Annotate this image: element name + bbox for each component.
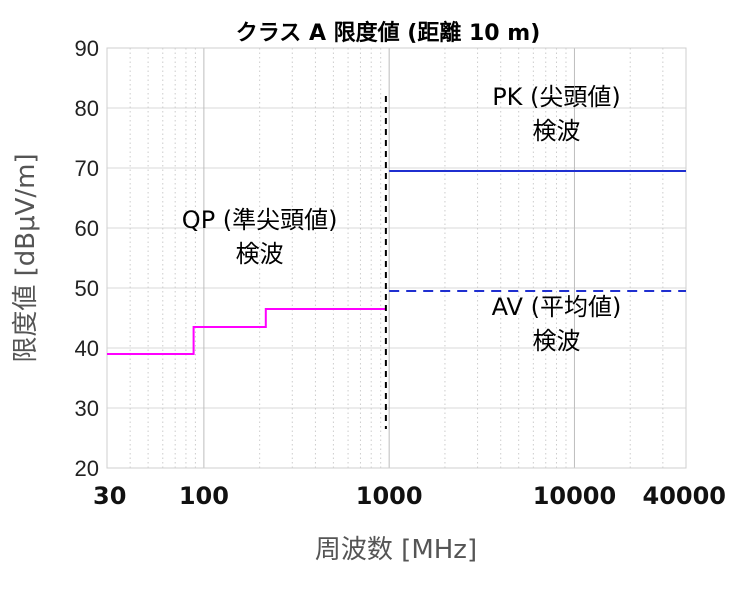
annotation-qp: QP (準尖頭値) <box>182 206 338 234</box>
annotation-qp: 検波 <box>236 240 284 268</box>
annotation-pk: PK (尖頭値) <box>492 83 621 111</box>
series-group <box>107 96 686 429</box>
y-tick-label: 70 <box>75 156 99 181</box>
annotation-av: AV (平均値) <box>492 293 622 321</box>
annotation-av: 検波 <box>532 327 580 355</box>
y-tick-label: 60 <box>75 216 99 241</box>
y-tick-labels: 20 30 40 50 60 70 80 90 <box>75 36 99 481</box>
chart-title: クラス A 限度値 (距離 10 m) <box>236 20 541 46</box>
y-tick-label: 80 <box>75 96 99 121</box>
x-axis-label: 周波数 [MHz] <box>315 535 477 565</box>
annotation-pk: 検波 <box>532 117 580 145</box>
y-tick-label: 50 <box>75 276 99 301</box>
x-tick-labels: 30 100 1000 10000 40000 <box>93 482 726 510</box>
plot-area-border <box>106 47 687 469</box>
y-tick-label: 90 <box>75 36 99 61</box>
y-tick-label: 40 <box>75 336 99 361</box>
series-line-qp <box>107 308 386 355</box>
x-tick-label: 30 <box>93 482 126 510</box>
x-tick-label: 1000 <box>356 482 423 510</box>
annotations: QP (準尖頭値) 検波 PK (尖頭値) 検波 AV (平均値) 検波 <box>182 83 622 355</box>
x-tick-label: 10000 <box>533 482 617 510</box>
x-tick-label: 40000 <box>643 482 727 510</box>
y-tick-label: 30 <box>75 396 99 421</box>
y-tick-label: 20 <box>75 456 99 481</box>
x-tick-label: 100 <box>179 482 229 510</box>
y-axis-label: 限度値 [dBμV/m] <box>11 153 41 362</box>
